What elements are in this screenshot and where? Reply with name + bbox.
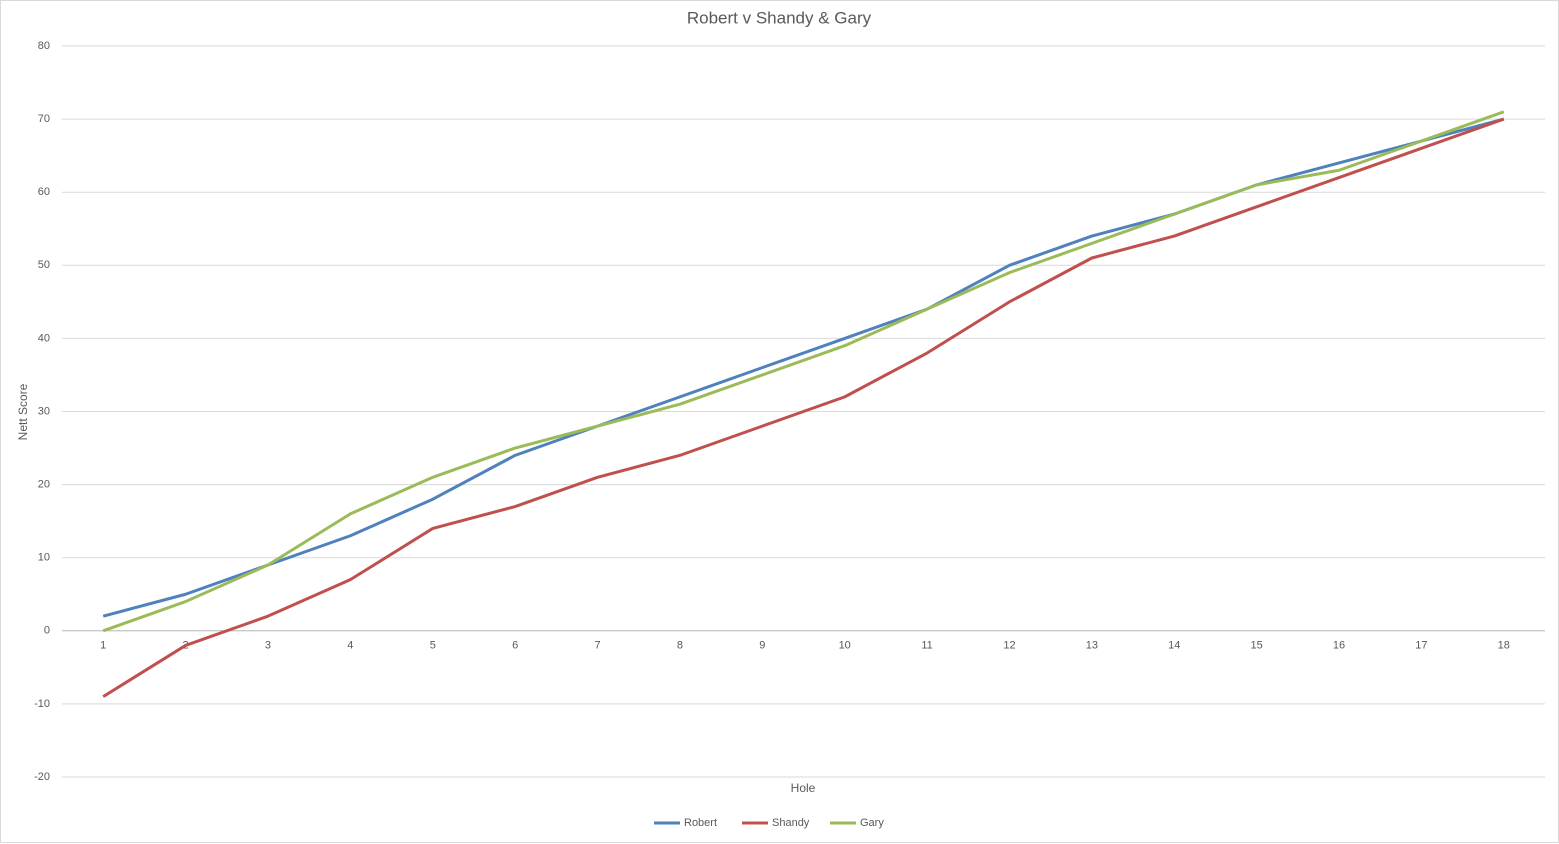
series-line	[102, 110, 1505, 633]
y-tick-label: 60	[38, 186, 50, 198]
y-axis-title: Nett Score	[16, 383, 30, 440]
series-line	[102, 117, 1505, 698]
x-tick-label: 11	[921, 640, 932, 652]
legend-label: Shandy	[772, 817, 810, 829]
x-tick-label: 10	[839, 640, 851, 652]
x-tick-label: 16	[1333, 640, 1345, 652]
x-tick-label: 6	[512, 640, 518, 652]
y-tick-label: 10	[38, 552, 50, 564]
x-tick-label: 12	[1003, 640, 1015, 652]
y-tick-label: 70	[38, 113, 50, 125]
x-axis-title: Hole	[791, 781, 816, 795]
legend-label: Gary	[860, 817, 884, 829]
x-tick-label: 1	[100, 640, 106, 652]
y-tick-label: 0	[44, 625, 50, 637]
y-tick-label: 20	[38, 479, 50, 491]
y-tick-label: 50	[38, 259, 50, 271]
x-tick-label: 18	[1498, 640, 1510, 652]
x-tick-label: 4	[347, 640, 353, 652]
x-tick-label: 15	[1251, 640, 1263, 652]
y-tick-label: -10	[34, 698, 50, 710]
legend-label: Robert	[684, 817, 717, 829]
chart-title: Robert v Shandy & Gary	[687, 8, 872, 27]
x-tick-label: 8	[677, 640, 683, 652]
y-tick-label: 40	[38, 332, 50, 344]
x-tick-label: 5	[430, 640, 436, 652]
x-tick-label: 7	[594, 640, 600, 652]
x-tick-label: 17	[1415, 640, 1427, 652]
y-tick-label: 30	[38, 405, 50, 417]
x-tick-label: 14	[1168, 640, 1180, 652]
x-tick-label: 3	[265, 640, 271, 652]
y-tick-label: 80	[38, 40, 50, 52]
y-tick-label: -20	[34, 771, 50, 783]
x-tick-label: 9	[759, 640, 765, 652]
x-tick-label: 13	[1086, 640, 1098, 652]
